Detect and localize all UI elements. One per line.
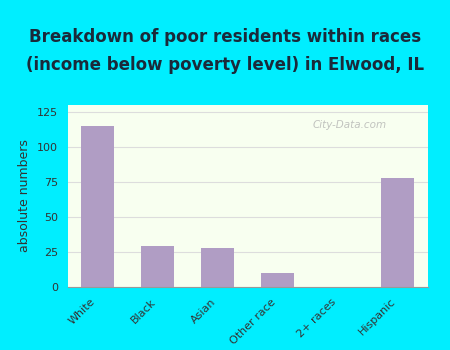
Text: (income below poverty level) in Elwood, IL: (income below poverty level) in Elwood, … [26, 56, 424, 74]
Bar [261, 273, 294, 287]
Bar [201, 248, 234, 287]
Bar [141, 246, 174, 287]
Text: Breakdown of poor residents within races: Breakdown of poor residents within races [29, 28, 421, 46]
Text: City-Data.com: City-Data.com [312, 120, 387, 130]
Y-axis label: absolute numbers: absolute numbers [18, 140, 31, 252]
Bar [381, 178, 414, 287]
Bar [81, 126, 114, 287]
